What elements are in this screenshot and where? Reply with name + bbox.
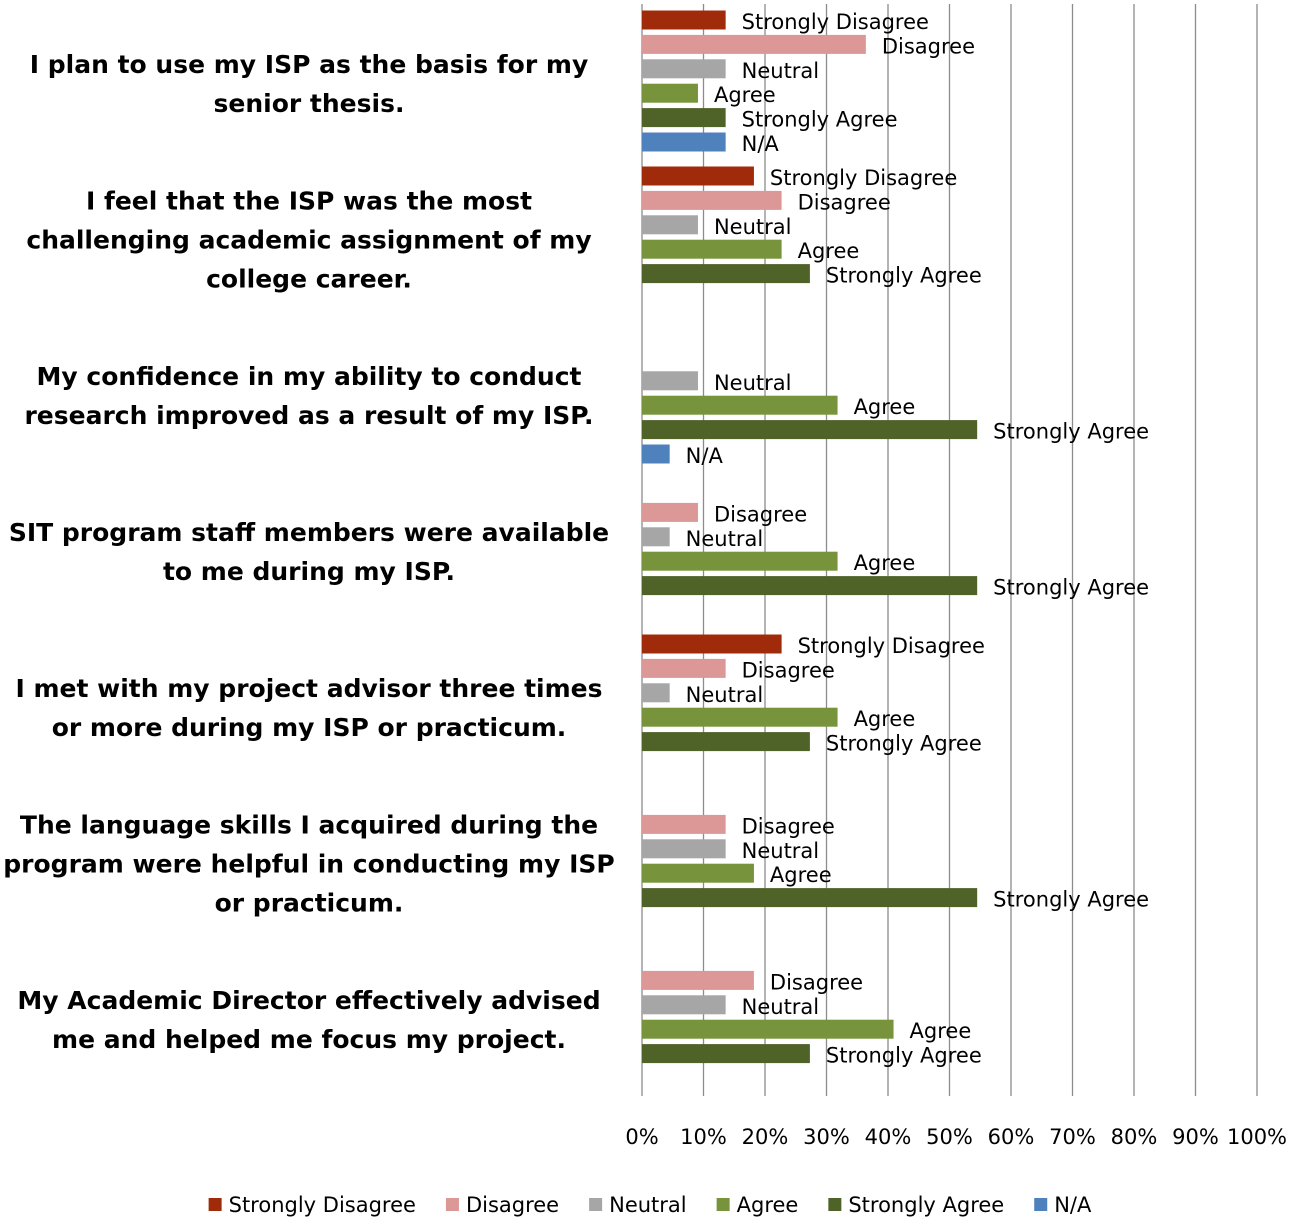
data-label: Neutral: [742, 839, 820, 863]
bar: [642, 502, 698, 522]
bar: [642, 83, 698, 103]
category-label: My confidence in my ability to conduct r…: [24, 362, 594, 430]
data-label: Strongly Disagree: [770, 166, 957, 190]
data-label: Strongly Agree: [826, 264, 982, 288]
data-label: Strongly Agree: [742, 108, 898, 132]
data-label: N/A: [742, 132, 780, 156]
data-label: Neutral: [742, 995, 820, 1019]
bar: [642, 215, 698, 235]
x-tick-label: 50%: [926, 1125, 973, 1149]
bar: [642, 132, 726, 152]
data-label: Neutral: [714, 371, 792, 395]
bar: [642, 166, 754, 186]
legend-label: Disagree: [466, 1193, 559, 1217]
bar: [642, 239, 782, 259]
legend-swatch: [716, 1198, 730, 1211]
bar: [642, 395, 838, 415]
data-label: Strongly Agree: [993, 576, 1149, 600]
legend-swatch: [1034, 1198, 1048, 1211]
x-tick-label: 0%: [625, 1125, 658, 1149]
data-label: Strongly Disagree: [798, 634, 985, 658]
data-label: Disagree: [882, 34, 975, 58]
x-tick-label: 20%: [742, 1125, 789, 1149]
data-label: Agree: [854, 551, 916, 575]
data-label: Disagree: [798, 190, 891, 214]
bar: [642, 839, 726, 859]
data-label: Neutral: [686, 527, 764, 551]
bar: [642, 551, 838, 571]
category-label: The language skills I acquired during th…: [3, 810, 615, 918]
bar: [642, 1019, 894, 1039]
bar: [642, 371, 698, 391]
bar: [642, 683, 670, 703]
bar: [642, 707, 838, 727]
data-label: Strongly Disagree: [742, 10, 929, 34]
data-label: N/A: [686, 444, 724, 468]
x-tick-label: 40%: [865, 1125, 912, 1149]
bar: [642, 34, 866, 54]
legend-swatch: [445, 1198, 459, 1211]
legend-swatch: [208, 1198, 222, 1211]
data-label: Agree: [770, 863, 832, 887]
bar: [642, 190, 782, 210]
legend-label: N/A: [1054, 1193, 1092, 1217]
bar: [642, 576, 978, 596]
x-tick-label: 10%: [680, 1125, 727, 1149]
x-tick-label: 30%: [803, 1125, 850, 1149]
bar: [642, 59, 726, 79]
data-label: Neutral: [686, 683, 764, 707]
data-label: Agree: [854, 707, 916, 731]
data-label: Strongly Agree: [826, 1044, 982, 1068]
bar: [642, 888, 978, 908]
data-label: Strongly Agree: [993, 888, 1149, 912]
legend-label: Strongly Agree: [848, 1193, 1004, 1217]
data-label: Agree: [854, 395, 916, 419]
bar: [642, 970, 754, 990]
bar: [642, 658, 726, 678]
x-tick-label: 80%: [1111, 1125, 1158, 1149]
category-label: I met with my project advisor three time…: [15, 674, 603, 742]
legend-label: Agree: [737, 1193, 799, 1217]
data-label: Strongly Agree: [993, 420, 1149, 444]
bar: [642, 995, 726, 1015]
x-tick-label: 100%: [1227, 1125, 1287, 1149]
bar: [642, 108, 726, 128]
category-label: I feel that the ISP was the most challen…: [26, 186, 592, 294]
category-label: I plan to use my ISP as the basis for my…: [29, 50, 589, 118]
data-label: Strongly Agree: [826, 732, 982, 756]
data-label: Neutral: [742, 59, 820, 83]
data-label: Neutral: [714, 215, 792, 239]
data-label: Disagree: [714, 502, 807, 526]
data-label: Disagree: [770, 970, 863, 994]
x-tick-label: 70%: [1049, 1125, 1096, 1149]
data-label: Agree: [714, 83, 776, 107]
data-label: Disagree: [742, 814, 835, 838]
data-label: Agree: [798, 239, 860, 263]
legend-label: Neutral: [609, 1193, 687, 1217]
x-tick-label: 90%: [1172, 1125, 1219, 1149]
bar: [642, 863, 754, 883]
bar: [642, 1044, 810, 1064]
bar: [642, 264, 810, 284]
legend-swatch: [589, 1198, 603, 1211]
bar: [642, 732, 810, 752]
bar: [642, 814, 726, 834]
bar: [642, 634, 782, 654]
legend-swatch: [828, 1198, 842, 1211]
bar: [642, 420, 978, 440]
bar: [642, 527, 670, 547]
category-label: SIT program staff members were available…: [8, 518, 610, 586]
x-tick-label: 60%: [988, 1125, 1035, 1149]
category-label: My Academic Director effectively advised…: [17, 986, 601, 1054]
data-label: Disagree: [742, 658, 835, 682]
data-label: Agree: [910, 1019, 972, 1043]
bar: [642, 10, 726, 30]
bar: [642, 444, 670, 464]
legend-label: Strongly Disagree: [229, 1193, 416, 1217]
